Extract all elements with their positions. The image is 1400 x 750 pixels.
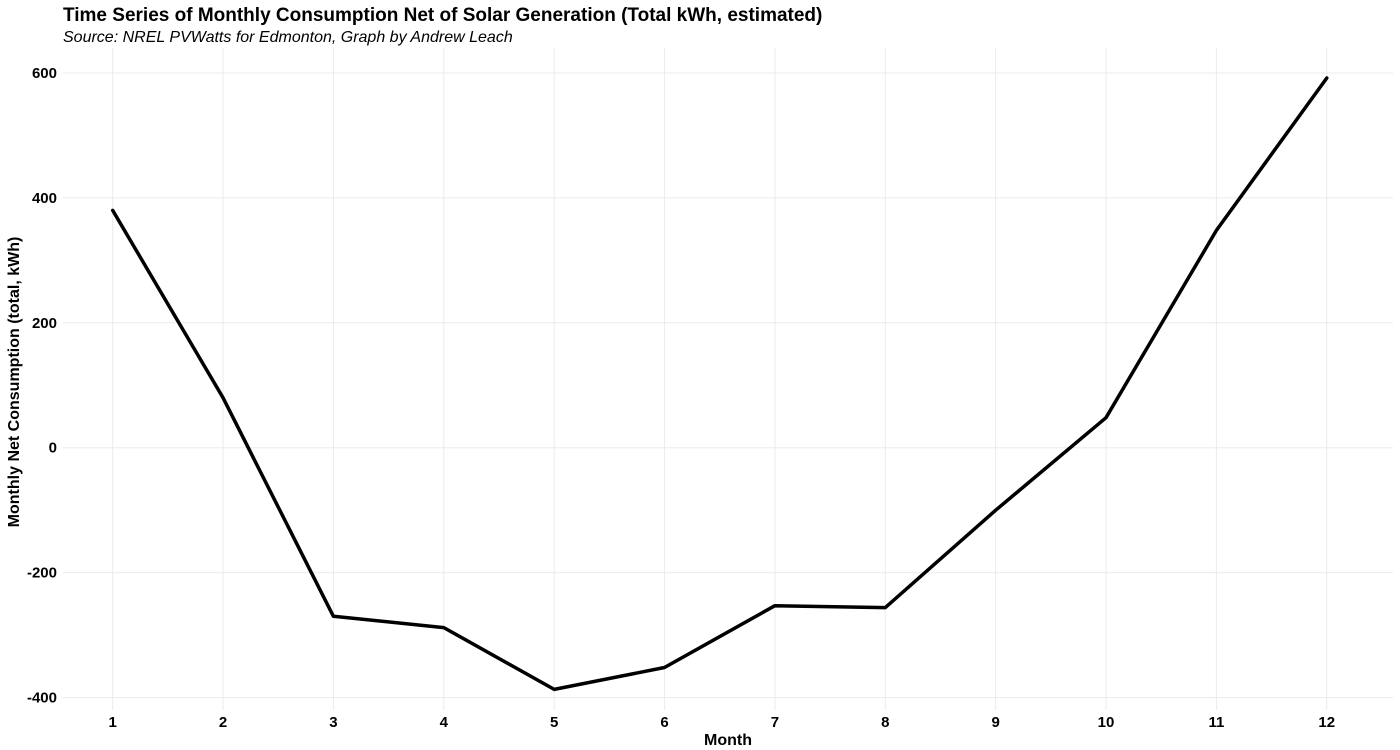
x-tick-label: 10: [1098, 714, 1115, 731]
y-axis-ticks: -400 -200 0 200 400 600: [27, 65, 57, 707]
series-layer: [110, 76, 1329, 692]
x-axis-label: Month: [704, 732, 752, 749]
y-tick-label: 400: [32, 190, 57, 207]
x-tick-label: 9: [991, 714, 999, 731]
x-tick-label: 2: [219, 714, 227, 731]
x-tick-label: 11: [1208, 714, 1224, 731]
y-tick-label: 200: [32, 315, 57, 332]
x-tick-label: 1: [108, 714, 116, 731]
x-tick-label: 6: [660, 714, 668, 731]
y-tick-label: 0: [49, 440, 57, 457]
x-tick-label: 7: [771, 714, 779, 731]
x-axis-ticks: 1 2 3 4 5 6 7 8 9 10 11 12: [108, 714, 1335, 731]
x-tick-label: 8: [881, 714, 889, 731]
grid-lines: [63, 48, 1393, 710]
x-tick-label: 3: [329, 714, 337, 731]
y-tick-label: 600: [32, 65, 57, 82]
x-tick-label: 4: [440, 714, 449, 731]
series-line: [110, 76, 1329, 692]
x-tick-label: 5: [550, 714, 558, 731]
chart-title: Time Series of Monthly Consumption Net o…: [63, 5, 823, 26]
y-tick-label: -400: [27, 690, 57, 707]
x-tick-label: 12: [1318, 714, 1335, 731]
y-tick-label: -200: [27, 565, 57, 582]
y-axis-label: Monthly Net Consumption (total, kWh): [6, 237, 23, 528]
chart-subtitle: Source: NREL PVWatts for Edmonton, Graph…: [63, 29, 513, 46]
